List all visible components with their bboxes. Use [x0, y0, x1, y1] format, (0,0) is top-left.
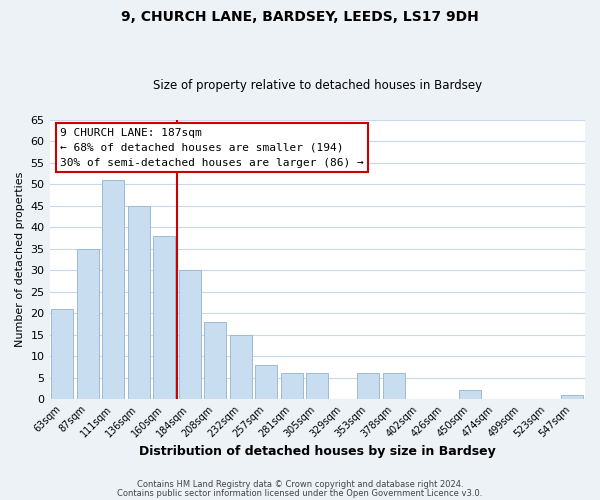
Text: Contains HM Land Registry data © Crown copyright and database right 2024.: Contains HM Land Registry data © Crown c…: [137, 480, 463, 489]
Bar: [256, 364, 277, 399]
Bar: [230, 334, 251, 399]
Bar: [281, 374, 302, 399]
Text: Contains public sector information licensed under the Open Government Licence v3: Contains public sector information licen…: [118, 490, 482, 498]
Bar: [77, 248, 98, 399]
Bar: [383, 374, 404, 399]
Bar: [562, 395, 583, 399]
Text: 9, CHURCH LANE, BARDSEY, LEEDS, LS17 9DH: 9, CHURCH LANE, BARDSEY, LEEDS, LS17 9DH: [121, 10, 479, 24]
Bar: [358, 374, 379, 399]
Bar: [205, 322, 226, 399]
Bar: [460, 390, 481, 399]
Title: Size of property relative to detached houses in Bardsey: Size of property relative to detached ho…: [153, 79, 482, 92]
Bar: [103, 180, 124, 399]
Text: 9 CHURCH LANE: 187sqm
← 68% of detached houses are smaller (194)
30% of semi-det: 9 CHURCH LANE: 187sqm ← 68% of detached …: [60, 128, 364, 168]
Bar: [128, 206, 149, 399]
X-axis label: Distribution of detached houses by size in Bardsey: Distribution of detached houses by size …: [139, 444, 496, 458]
Y-axis label: Number of detached properties: Number of detached properties: [15, 172, 25, 347]
Bar: [179, 270, 200, 399]
Bar: [154, 236, 175, 399]
Bar: [307, 374, 328, 399]
Bar: [52, 309, 73, 399]
